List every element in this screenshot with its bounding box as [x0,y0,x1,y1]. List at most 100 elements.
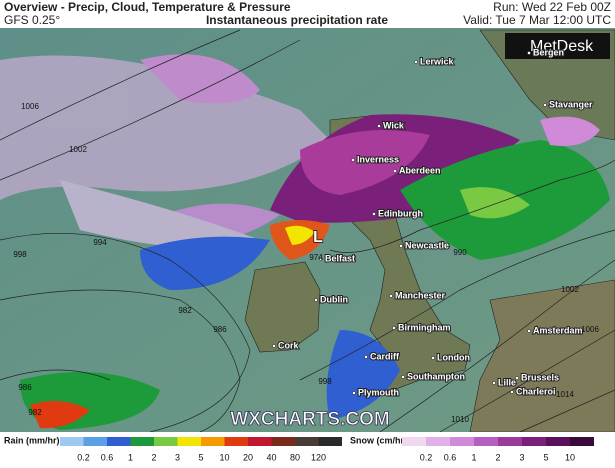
isobar-label: 998 [318,377,332,386]
city-dot [527,51,531,55]
city-label: Plymouth [358,387,399,397]
legend-swatch [450,437,474,446]
legend-swatch [224,437,248,446]
legend-label: 3 [519,452,524,462]
city-dot [510,390,514,394]
city-label: Amsterdam [533,325,583,335]
isobars [0,29,615,433]
snow-legend-title: Snow (cm/hr) [350,435,407,445]
run: Run: Wed 22 Feb 00Z [493,0,611,14]
city-label: Belfast [325,253,355,263]
isobar-label: 986 [213,325,227,334]
title: Overview - Precip, Cloud, Temperature & … [4,0,291,14]
legend-swatch [318,437,342,446]
legend-swatch [201,437,225,446]
isobar-label: 982 [178,306,192,315]
isobar-label: 1002 [561,285,579,294]
legend-swatch [154,437,178,446]
legend-label: 20 [243,452,253,462]
isobar-label: 1010 [451,415,469,424]
isobar-label: 982 [28,408,42,417]
header-bg [0,0,615,28]
city-dot [515,376,519,380]
city-label: Wick [383,120,405,130]
legend-label: 2 [151,452,156,462]
city-label: London [437,352,470,362]
city-label: Newcastle [405,240,449,250]
city-label: Cardiff [370,351,400,361]
legend-label: 0.6 [101,452,114,462]
legend-swatch [83,437,107,446]
isobar-label: 990 [453,248,467,257]
legend-label: 40 [266,452,276,462]
legend-swatch [522,437,546,446]
legend-swatch [498,437,522,446]
legend-swatch [177,437,201,446]
city-dot [364,355,368,359]
city-label: Birmingham [398,322,451,332]
legend-swatch [546,437,570,446]
city-label: Brussels [521,372,559,382]
city-label: Dublin [320,294,348,304]
legend-swatch [248,437,272,446]
isobar-label: 1006 [581,325,599,334]
watermark: WXCHARTS.COM [230,409,389,430]
isobar-label: 1014 [556,390,574,399]
legend-swatch [402,437,426,446]
city-label: Aberdeen [399,165,441,175]
city-label: Inverness [357,154,399,164]
valid-time: Valid: Tue 7 Mar 12:00 UTC [463,13,611,27]
legend-swatch [60,437,84,446]
legend-label: 0.6 [444,452,457,462]
city-label: Charleroi [516,386,556,396]
city-dot [414,60,418,64]
legend-label: 10 [219,452,229,462]
legend-label: 120 [311,452,326,462]
isobar-label: 986 [18,383,32,392]
isobar-label: 1006 [21,102,39,111]
legend-label: 1 [471,452,476,462]
city-dot [399,244,403,248]
city-dot [401,375,405,379]
city-dot [389,294,393,298]
legend-label: 0.2 [77,452,90,462]
city-dot [393,169,397,173]
city-label: Bergen [533,47,564,57]
isobar-label: 974 [309,253,323,262]
city-label: Lille [498,377,516,387]
cloud [0,54,330,248]
legend-swatch [426,437,450,446]
legend-label: 3 [175,452,180,462]
legend-label: 2 [495,452,500,462]
city-dot [372,212,376,216]
rain-legend-title: Rain (mm/hr) [4,435,60,445]
legend-label: 5 [198,452,203,462]
legend-swatch [107,437,131,446]
logo: MetDesk [530,38,594,55]
city-dot [431,356,435,360]
city-dot [527,329,531,333]
city-dot [492,381,496,385]
city-label: Stavanger [549,99,593,109]
legend-label: 0.2 [420,452,433,462]
legend-swatch [295,437,319,446]
legend-label: 5 [543,452,548,462]
city-label: Cork [278,340,299,350]
city-dot [543,103,547,107]
low-pressure-label: L [313,229,323,246]
legend-swatch [570,437,594,446]
city-label: Edinburgh [378,208,423,218]
legend-swatch [474,437,498,446]
isobar-label: 994 [93,238,107,247]
city-dot [319,257,323,261]
subtitle: Instantaneous precipitation rate [206,13,388,27]
city-label: Southampton [407,371,465,381]
legend-label: 80 [290,452,300,462]
legend-swatch [130,437,154,446]
isobar-label: 998 [13,250,27,259]
model: GFS 0.25° [4,13,60,27]
city-dot [392,326,396,330]
city-dot [352,391,356,395]
